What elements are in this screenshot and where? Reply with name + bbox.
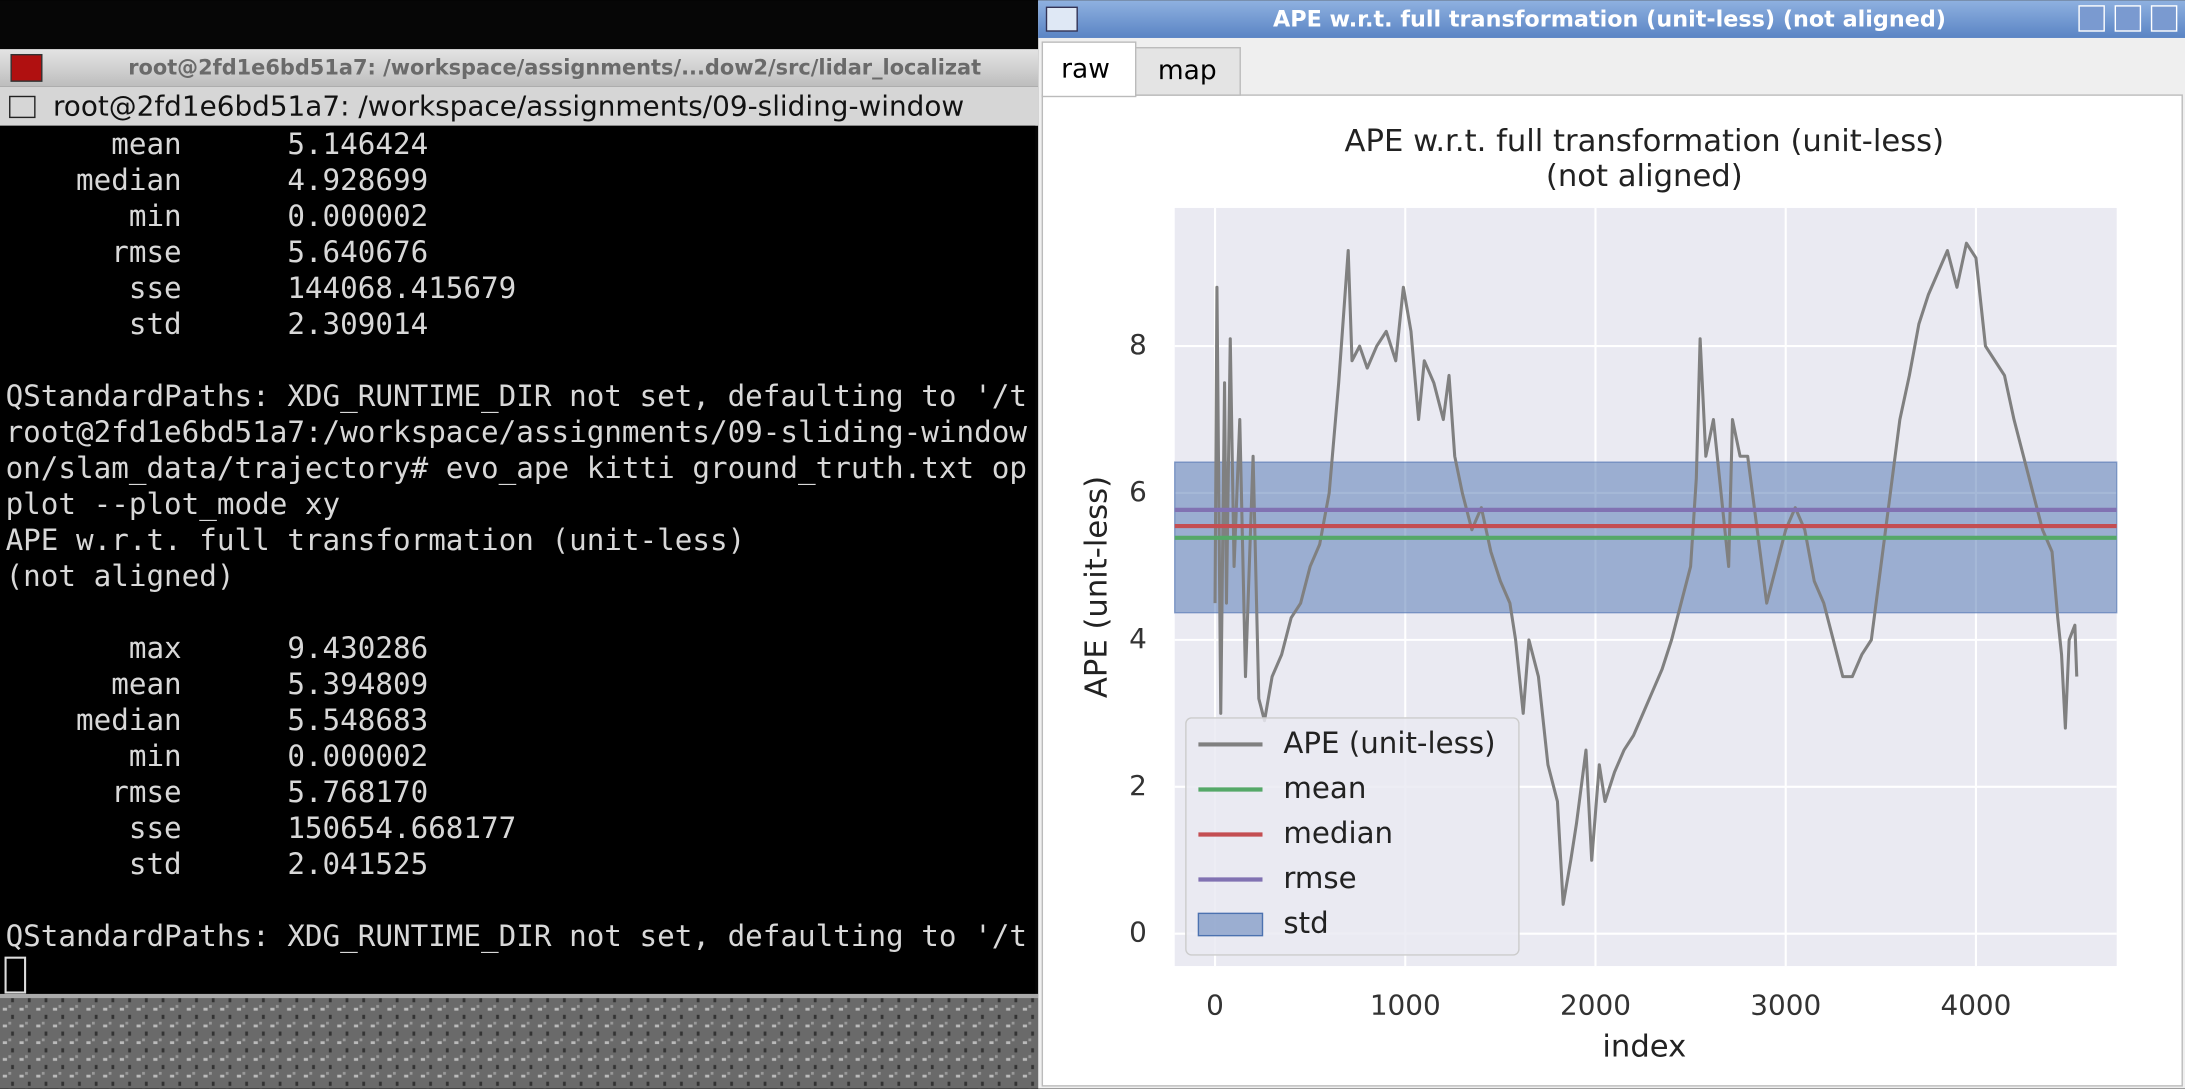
terminal-line: rmse 5.768170: [6, 775, 429, 809]
terminal-line: median 5.548683: [6, 703, 429, 737]
terminal-line: sse 150654.668177: [6, 811, 517, 845]
legend-swatch: [1197, 912, 1264, 937]
tab-label[interactable]: map: [1158, 55, 1217, 86]
app-icon[interactable]: [10, 53, 43, 82]
y-tick-label: 8: [1129, 328, 1147, 361]
terminal-line: min 0.000002: [6, 199, 429, 233]
y-axis-label: APE (unit-less): [1080, 476, 1115, 698]
legend-label: median: [1283, 816, 1393, 850]
plot-window: APE w.r.t. full transformation (unit-les…: [1038, 0, 2185, 1089]
terminal-line: QStandardPaths: XDG_RUNTIME_DIR not set,…: [6, 379, 1027, 414]
y-tick-label: 6: [1129, 475, 1147, 508]
terminal-line: sse 144068.415679: [6, 271, 517, 305]
x-tick-label: 2000: [1560, 988, 1631, 1021]
maximize-button[interactable]: [2114, 5, 2142, 32]
legend: APE (unit-less) mean median rmse std: [1185, 717, 1520, 956]
border: [0, 993, 1039, 999]
y-tick-label: 4: [1129, 622, 1147, 655]
terminal-line: std 2.309014: [6, 307, 429, 341]
tab-map[interactable]: [1135, 47, 1241, 96]
minimize-button[interactable]: [2078, 5, 2105, 32]
ape-line: [1213, 241, 2079, 906]
terminal-body: [0, 125, 1036, 997]
legend-label: rmse: [1283, 861, 1356, 895]
legend-label: std: [1283, 906, 1328, 940]
chart: APE w.r.t. full transformation (unit-les…: [1080, 124, 2118, 1065]
terminal-line: mean 5.146424: [6, 127, 429, 161]
terminal-line: QStandardPaths: XDG_RUNTIME_DIR not set,…: [6, 919, 1027, 954]
y-tick-label: 2: [1129, 769, 1147, 802]
x-tick-label: 3000: [1750, 988, 1821, 1021]
tab-label[interactable]: raw: [1061, 54, 1110, 85]
terminal-line: root@2fd1e6bd51a7:/workspace/assignments…: [6, 415, 1028, 449]
x-tick-label: 4000: [1940, 988, 2011, 1021]
terminal-text: mean 5.146424 median 4.928699 min 0.0000…: [6, 127, 1028, 954]
y-tick-label: 0: [1129, 916, 1147, 949]
terminal-line: plot --plot_mode xy: [6, 487, 341, 522]
tab-bar: [0, 86, 1039, 126]
legend-label: APE (unit-less): [1283, 726, 1495, 760]
tab-title[interactable]: root@2fd1e6bd51a7: /workspace/assignment…: [53, 90, 964, 123]
window-title: root@2fd1e6bd51a7: /workspace/assignment…: [128, 56, 981, 80]
terminal-line: rmse 5.640676: [6, 235, 429, 269]
terminal-line: APE w.r.t. full transformation (unit-les…: [6, 523, 746, 557]
cursor: [4, 956, 27, 994]
terminal-line: std 2.041525: [6, 847, 429, 881]
tab-icon[interactable]: [9, 95, 36, 119]
title-bar: [1038, 0, 2185, 38]
x-tick-label: 0: [1206, 988, 1224, 1021]
terminal-line: on/slam_data/trajectory# evo_ape kitti g…: [6, 451, 1027, 486]
terminal-line: min 0.000002: [6, 739, 429, 773]
close-button[interactable]: [2150, 5, 2178, 32]
legend-label: mean: [1283, 771, 1366, 805]
terminal-line: max 9.430286: [6, 631, 429, 665]
terminal-line: median 4.928699: [6, 163, 429, 197]
desktop-texture: [0, 996, 1039, 1089]
window-title: APE w.r.t. full transformation (unit-les…: [1273, 6, 1946, 32]
title-bar: [0, 49, 1039, 87]
tab-raw[interactable]: [1041, 41, 1137, 98]
chart-title: APE w.r.t. full transformation (unit-les…: [1345, 124, 1945, 159]
terminal-window: root@2fd1e6bd51a7: /workspace/assignment…: [0, 49, 1039, 999]
terminal-line: mean 5.394809: [6, 667, 429, 701]
x-axis-label: index: [1602, 1030, 1686, 1065]
chart-subtitle: (not aligned): [1546, 159, 1743, 194]
window-icon[interactable]: [1045, 6, 1078, 32]
legend-box: [1185, 717, 1520, 956]
x-tick-label: 1000: [1370, 988, 1441, 1021]
terminal-line: (not aligned): [6, 559, 235, 593]
